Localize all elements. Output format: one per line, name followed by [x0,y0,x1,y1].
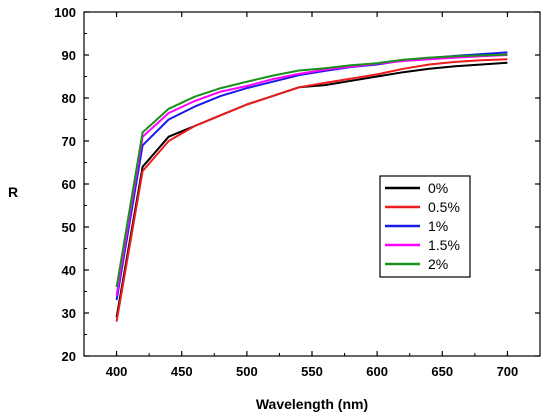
plot-frame [83,11,541,357]
legend-label-3: 1.5% [428,237,460,253]
y-tick-label: 60 [62,177,76,192]
legend-label-4: 2% [428,256,448,272]
legend-label-2: 1% [428,218,448,234]
series-line-0 [115,61,508,318]
y-tick-label: 80 [62,91,76,106]
x-tick-label: 650 [431,364,453,379]
y-tick-label: 70 [62,134,76,149]
x-tick-label: 600 [366,364,388,379]
legend-label-0: 0% [428,180,448,196]
y-axis-label: R [8,184,18,200]
legend: 0% 0.5% 1% 1.5% 2% [379,175,471,278]
y-tick-label: 40 [62,263,76,278]
series-lines [115,51,508,322]
y-tick-label: 100 [54,5,76,20]
series-line-4 [115,53,508,288]
x-tick-label: 450 [171,364,193,379]
legend-label-1: 0.5% [428,199,460,215]
series-line-3 [115,54,508,296]
y-tick-label: 50 [62,220,76,235]
series-line-1 [115,58,508,322]
x-tick-label: 500 [236,364,258,379]
axes: 400 450 500 550 600 650 700 20 30 40 50 60 70 80 90 100 [54,5,541,379]
legend-box [379,175,471,278]
x-tick-label: 550 [301,364,323,379]
y-tick-label: 20 [62,349,76,364]
x-tick-label: 700 [497,364,519,379]
x-axis-label: Wavelength (nm) [256,396,368,412]
y-tick-label: 30 [62,306,76,321]
x-tick-label: 400 [106,364,128,379]
y-tick-label: 90 [62,48,76,63]
